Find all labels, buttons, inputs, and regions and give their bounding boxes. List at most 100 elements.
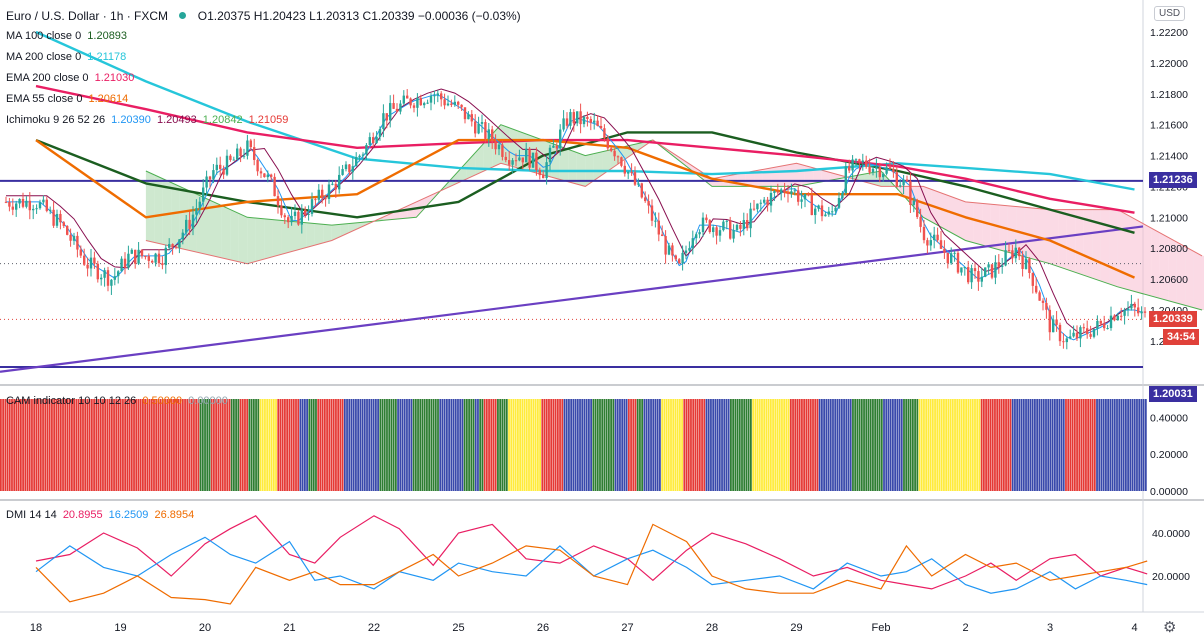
symbol-legend[interactable]: Euro / U.S. Dollar · 1h · FXCM O1.20375 …	[6, 9, 521, 23]
cam-bar	[8, 399, 11, 491]
cam-bar	[137, 399, 140, 491]
ichimoku-cloud-segment	[1041, 208, 1050, 264]
moving-average-line	[35, 30, 1135, 191]
cam-bar	[221, 399, 224, 491]
indicator-value: 1.20614	[88, 93, 129, 105]
candle-body	[225, 155, 229, 175]
cam-bar	[570, 399, 573, 491]
candle-body	[997, 262, 1000, 267]
cam-bar	[874, 399, 877, 491]
candle-body	[263, 173, 266, 178]
indicator-value: 1.21178	[87, 51, 127, 63]
cam-bar	[288, 399, 291, 491]
cam-bar	[716, 399, 719, 491]
cam-bar	[663, 399, 666, 491]
indicator-ema200[interactable]: EMA 200 close 0 1.21030	[6, 71, 134, 85]
currency-button[interactable]: USD	[1154, 6, 1186, 21]
cam-bar	[308, 399, 311, 491]
cam-bar	[619, 399, 621, 491]
ichimoku-cloud-segment	[348, 222, 358, 233]
cam-bar	[816, 399, 819, 491]
ichimoku-cloud-segment	[331, 224, 341, 241]
ichimoku-cloud-segment	[475, 143, 484, 175]
cam-bar	[133, 399, 135, 491]
candle-body	[1140, 311, 1143, 314]
candle-body	[756, 203, 759, 210]
ichimoku-cloud-segment	[635, 142, 645, 152]
candle-body	[4, 201, 8, 203]
cam-bar	[996, 399, 999, 491]
cam-bar	[290, 399, 293, 491]
cam-bar	[139, 399, 142, 491]
cam-bar	[394, 399, 397, 491]
candle-body	[310, 199, 314, 214]
cam-bar	[73, 399, 75, 491]
cam-bar	[261, 399, 264, 491]
cam-bar	[787, 399, 790, 491]
dmi-label: DMI 14 14	[6, 509, 57, 521]
candle-body	[484, 122, 487, 139]
cam-bar	[423, 399, 426, 491]
cam-bar	[106, 399, 109, 491]
cam-legend[interactable]: CAM indicator 10 10 12 26 0.50000 0.0000…	[6, 394, 228, 408]
candle-body	[967, 267, 970, 283]
candle-body	[1137, 307, 1140, 314]
cam-bar	[865, 399, 868, 491]
cam-bar	[1087, 399, 1090, 491]
cam-bar	[35, 399, 38, 491]
cam-bar	[923, 399, 925, 491]
ichimoku-cloud-segment	[1176, 242, 1186, 306]
candle-body	[436, 93, 439, 96]
symbol-title[interactable]: Euro / U.S. Dollar · 1h · FXCM	[6, 9, 169, 23]
candle-body	[8, 202, 11, 207]
indicator-ichimoku[interactable]: Ichimoku 9 26 52 26 1.20390 1.20493 1.20…	[6, 113, 288, 127]
cam-bar	[355, 399, 357, 491]
candle-body	[1021, 256, 1024, 269]
candle-body	[161, 263, 164, 266]
cam-bar	[916, 399, 919, 491]
cam-bar	[48, 399, 51, 491]
cam-bar	[303, 399, 306, 491]
cam-bar	[279, 399, 282, 491]
ichimoku-cloud-segment	[1159, 232, 1169, 301]
gear-icon[interactable]: ⚙	[1163, 619, 1177, 636]
cam-bar	[11, 399, 13, 491]
cam-bar	[468, 399, 470, 491]
cam-bar	[703, 399, 706, 491]
indicator-ma100[interactable]: MA 100 close 0 1.20893	[6, 29, 127, 43]
cam-bar	[1038, 399, 1041, 491]
moving-average-line	[35, 138, 1135, 279]
candle-body	[763, 199, 766, 203]
cam-bar	[1138, 399, 1141, 491]
cam-bar	[179, 399, 182, 491]
cam-bar	[295, 399, 297, 491]
cam-bar	[894, 399, 896, 491]
candle-body	[202, 187, 205, 202]
candle-body	[409, 98, 412, 106]
cam-bar	[426, 399, 428, 491]
ichimoku-cloud-segment	[1126, 214, 1135, 292]
cam-bar	[769, 399, 772, 491]
cam-bar	[1029, 399, 1032, 491]
cam-bar	[967, 399, 970, 491]
candle-body	[793, 190, 796, 192]
ichimoku-cloud-segment	[162, 178, 172, 247]
cam-bar	[210, 399, 213, 491]
candle-body	[168, 244, 171, 248]
cam-bar	[579, 399, 581, 491]
candle-body	[419, 97, 422, 106]
cam-bar	[1025, 399, 1027, 491]
cam-bar	[765, 399, 768, 491]
cam-bar	[173, 399, 175, 491]
cam-bar	[1091, 399, 1094, 491]
cam-bar	[17, 399, 20, 491]
cam-bar	[343, 399, 346, 491]
dmi-minus-value: 16.2509	[108, 509, 149, 521]
dmi-legend[interactable]: DMI 14 14 20.8955 16.2509 26.8954	[6, 508, 194, 522]
indicator-ema55[interactable]: EMA 55 close 0 1.20614	[6, 92, 128, 106]
ichimoku-cloud-segment	[788, 163, 797, 187]
cam-bar	[512, 399, 515, 491]
candle-body	[844, 166, 847, 193]
indicator-ma200[interactable]: MA 200 close 0 1.21178	[6, 50, 126, 64]
